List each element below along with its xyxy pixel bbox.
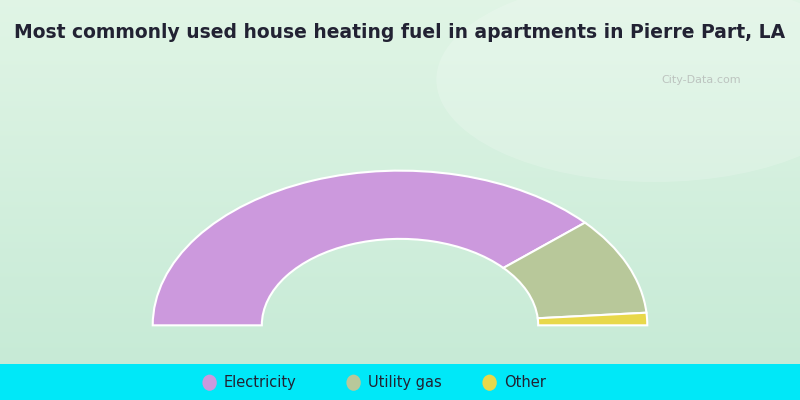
Text: Other: Other xyxy=(504,375,546,390)
Text: Electricity: Electricity xyxy=(224,375,297,390)
Ellipse shape xyxy=(346,375,361,391)
Text: Most commonly used house heating fuel in apartments in Pierre Part, LA: Most commonly used house heating fuel in… xyxy=(14,23,786,42)
Wedge shape xyxy=(503,223,646,318)
Wedge shape xyxy=(538,313,647,325)
Wedge shape xyxy=(153,171,585,325)
Ellipse shape xyxy=(436,0,800,182)
Text: City-Data.com: City-Data.com xyxy=(662,75,742,85)
Ellipse shape xyxy=(202,375,217,391)
Text: Utility gas: Utility gas xyxy=(368,375,442,390)
Ellipse shape xyxy=(482,375,497,391)
